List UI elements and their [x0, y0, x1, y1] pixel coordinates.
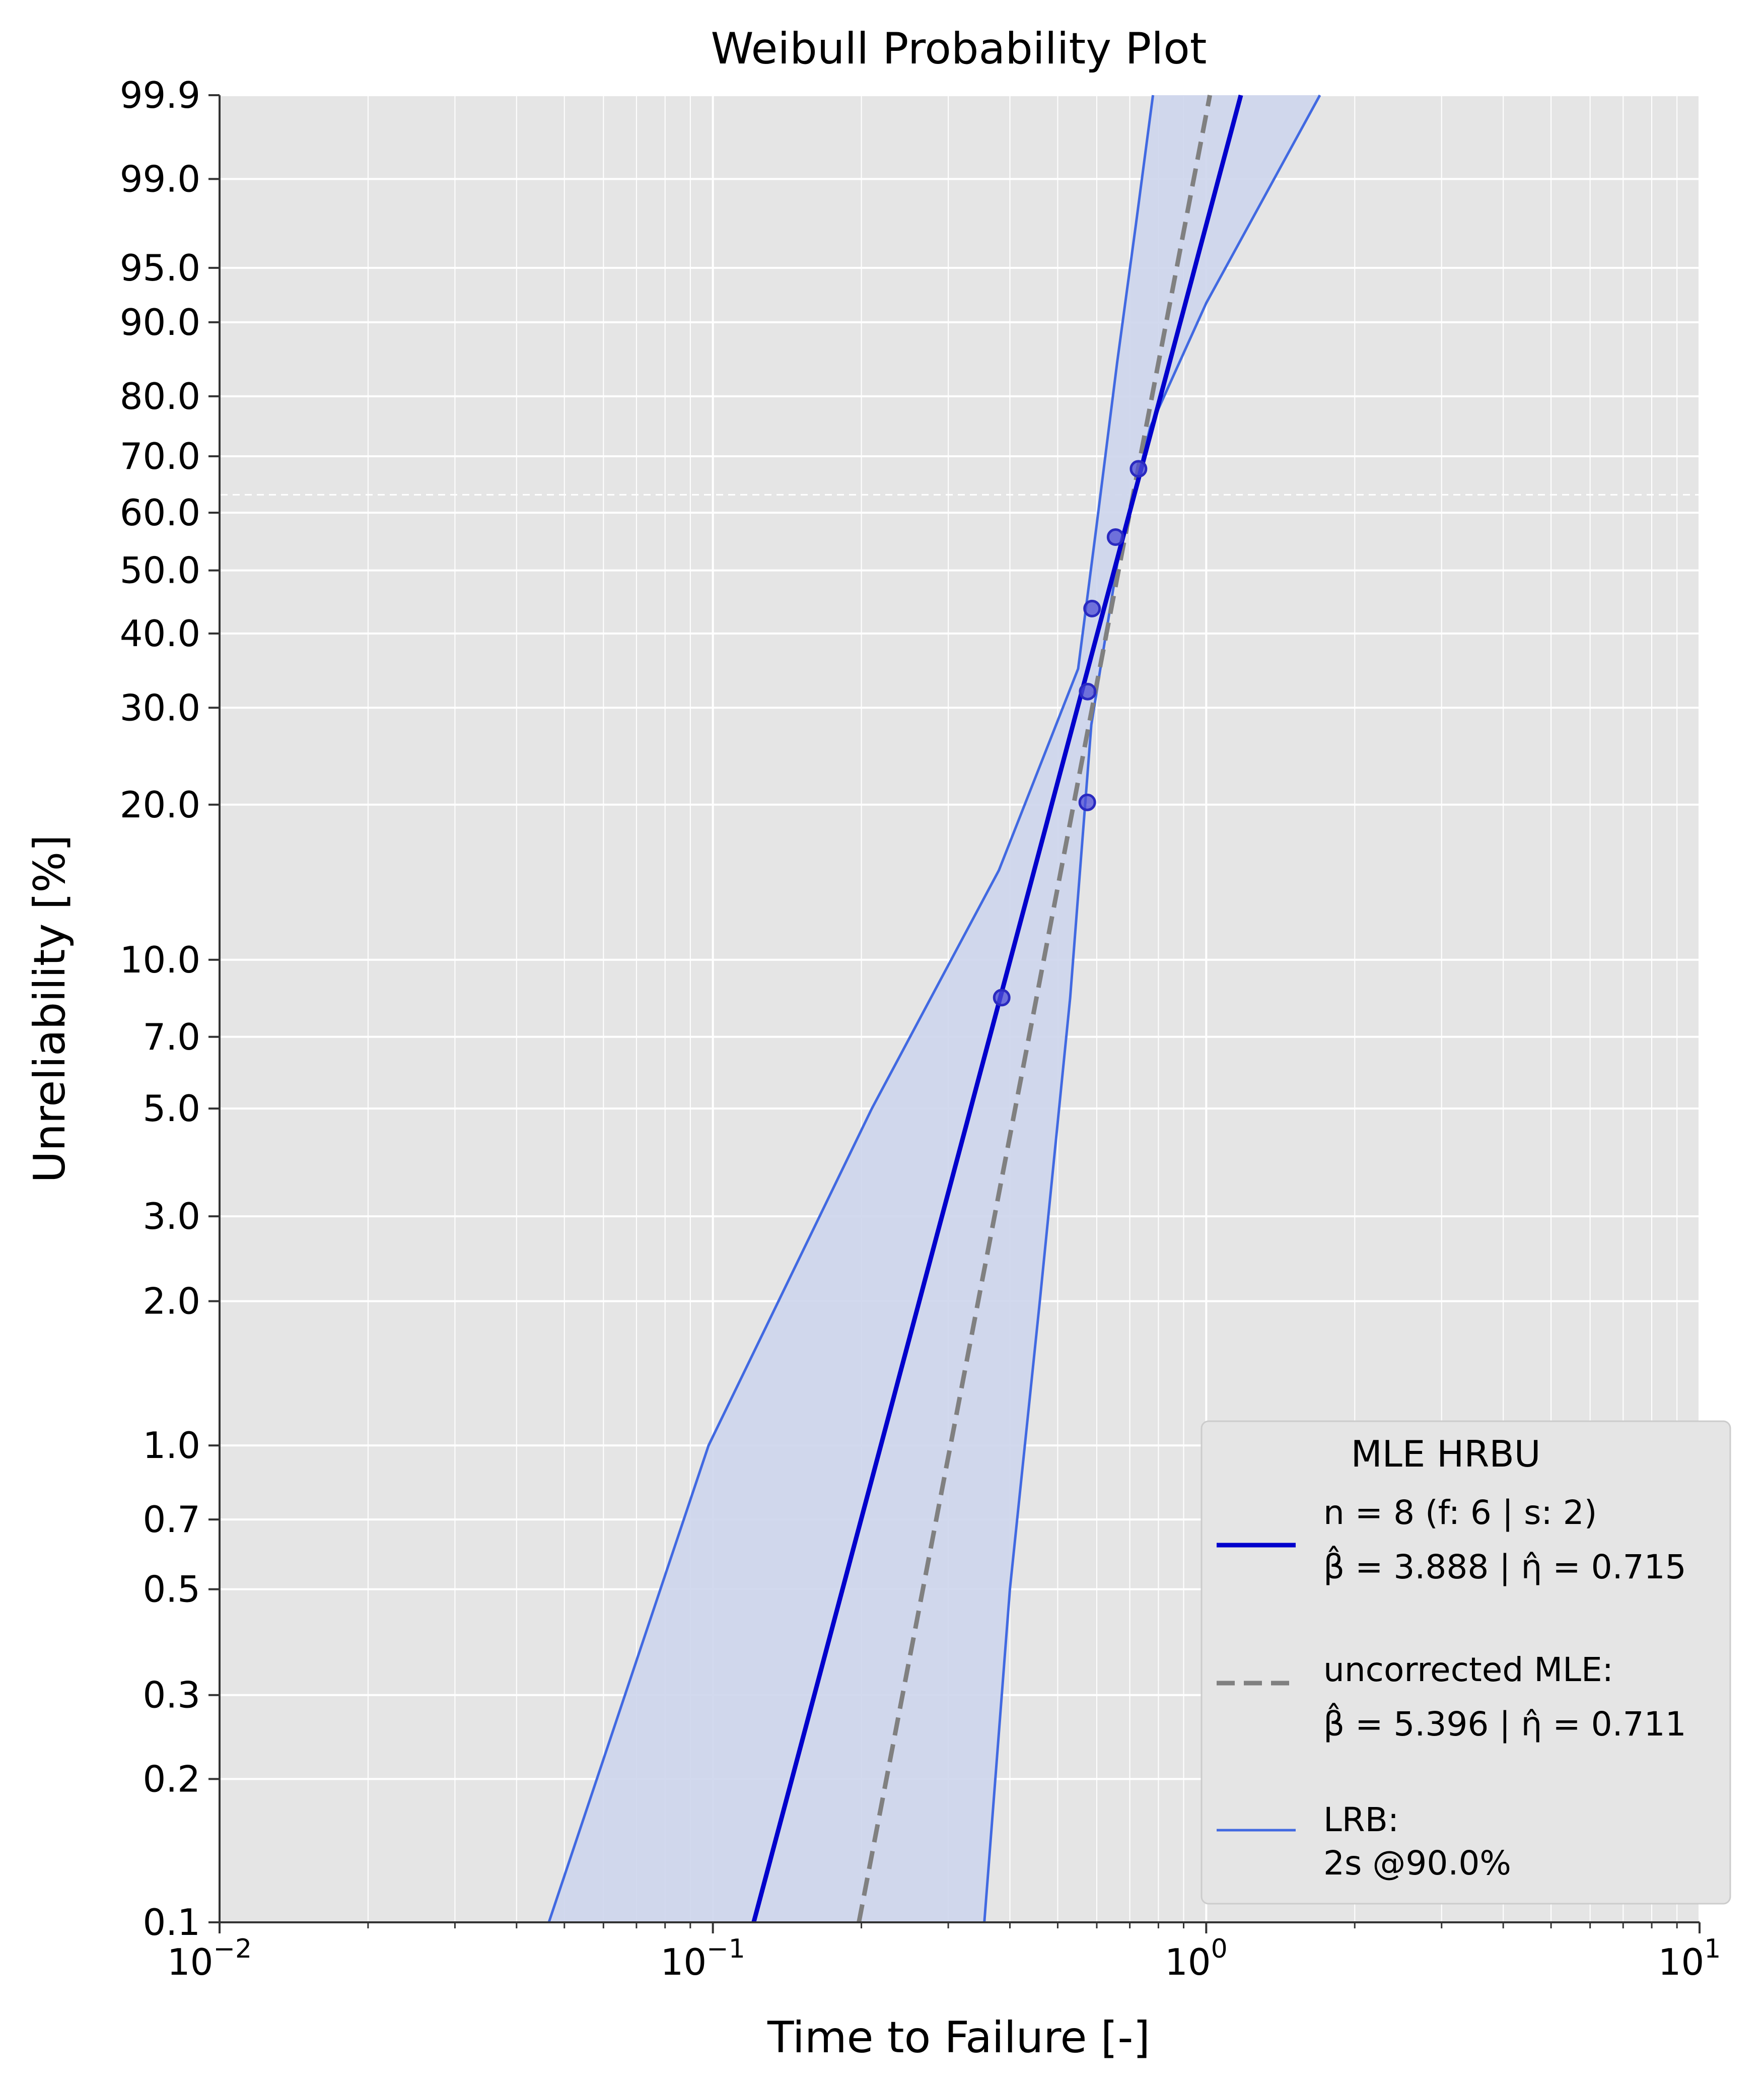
y-tick-label: 2.0 [143, 1280, 200, 1323]
data-point [993, 989, 1011, 1007]
chart-title: Weibull Probability Plot [711, 24, 1207, 74]
x-tick-label: 10−1 [661, 1934, 745, 1983]
legend-lrb-line2: 2s @90.0% [1323, 1844, 1511, 1883]
legend: MLE HRBU n = 8 (f: 6 | s: 2) β̂ = 3.888 … [1201, 1420, 1731, 1905]
y-tick-label: 7.0 [143, 1016, 200, 1058]
x-tick-label: 101 [1658, 1934, 1721, 1983]
y-tick-label: 0.2 [143, 1758, 200, 1800]
data-point [1106, 528, 1124, 546]
hrbu-fit-line [751, 94, 1243, 1923]
y-tick-label: 99.0 [120, 158, 200, 200]
data-point [1078, 793, 1096, 811]
y-tick-label: 20.0 [120, 784, 200, 826]
data-point [1083, 599, 1101, 617]
x-tick-label: 100 [1165, 1934, 1228, 1983]
y-tick-label: 90.0 [120, 301, 200, 343]
x-axis-title: Time to Failure [-] [767, 2012, 1150, 2063]
y-tick-label: 0.7 [143, 1498, 200, 1541]
y-tick-label: 40.0 [120, 612, 200, 655]
legend-box [1201, 1420, 1731, 1905]
y-tick-label: 30.0 [120, 686, 200, 729]
y-tick-label: 99.9 [120, 74, 200, 116]
legend-uncorrected-line2: β̂ = 5.396 | η̂ = 0.711 [1323, 1703, 1686, 1744]
data-point [1130, 460, 1148, 478]
y-tick-label: 80.0 [120, 375, 200, 418]
data-points [993, 460, 1148, 1007]
y-tick-label: 1.0 [143, 1424, 200, 1467]
legend-uncorrected-line1: uncorrected MLE: [1323, 1650, 1613, 1689]
fit-lines [751, 94, 1243, 1923]
legend-title: MLE HRBU [1351, 1433, 1541, 1475]
y-tick-label: 3.0 [143, 1195, 200, 1237]
confidence-bounds [547, 94, 1321, 1923]
axes: 10−2 10−1 100 101 0.1 0.2 0.3 0.5 0.7 1.0 2.0 3.0 5.… [120, 74, 1721, 1983]
lower-bound-line [983, 94, 1321, 1923]
y-tick-label: 50.0 [120, 549, 200, 592]
y-tick-label: 0.5 [143, 1568, 200, 1611]
data-point [1079, 682, 1097, 701]
legend-lrb-line1: LRB: [1323, 1800, 1399, 1839]
y-tick-label: 0.1 [143, 1901, 200, 1943]
uncorrected-mle-line [857, 95, 1213, 1923]
legend-hrbu-line1: n = 8 (f: 6 | s: 2) [1323, 1493, 1597, 1532]
y-tick-label: 70.0 [120, 435, 200, 477]
y-tick-label: 60.0 [120, 492, 200, 534]
y-tick-label: 5.0 [143, 1087, 200, 1130]
y-axis-title: Unreliability [%] [25, 835, 75, 1183]
upper-bound-line [547, 95, 1155, 1923]
y-tick-label: 0.3 [143, 1674, 200, 1716]
y-tick-label: 10.0 [120, 939, 200, 981]
legend-hrbu-line2: β̂ = 3.888 | η̂ = 0.715 [1323, 1546, 1686, 1586]
confidence-band-fill [548, 95, 1320, 1922]
y-tick-label: 95.0 [120, 247, 200, 289]
x-tick-label: 10−2 [167, 1934, 252, 1983]
